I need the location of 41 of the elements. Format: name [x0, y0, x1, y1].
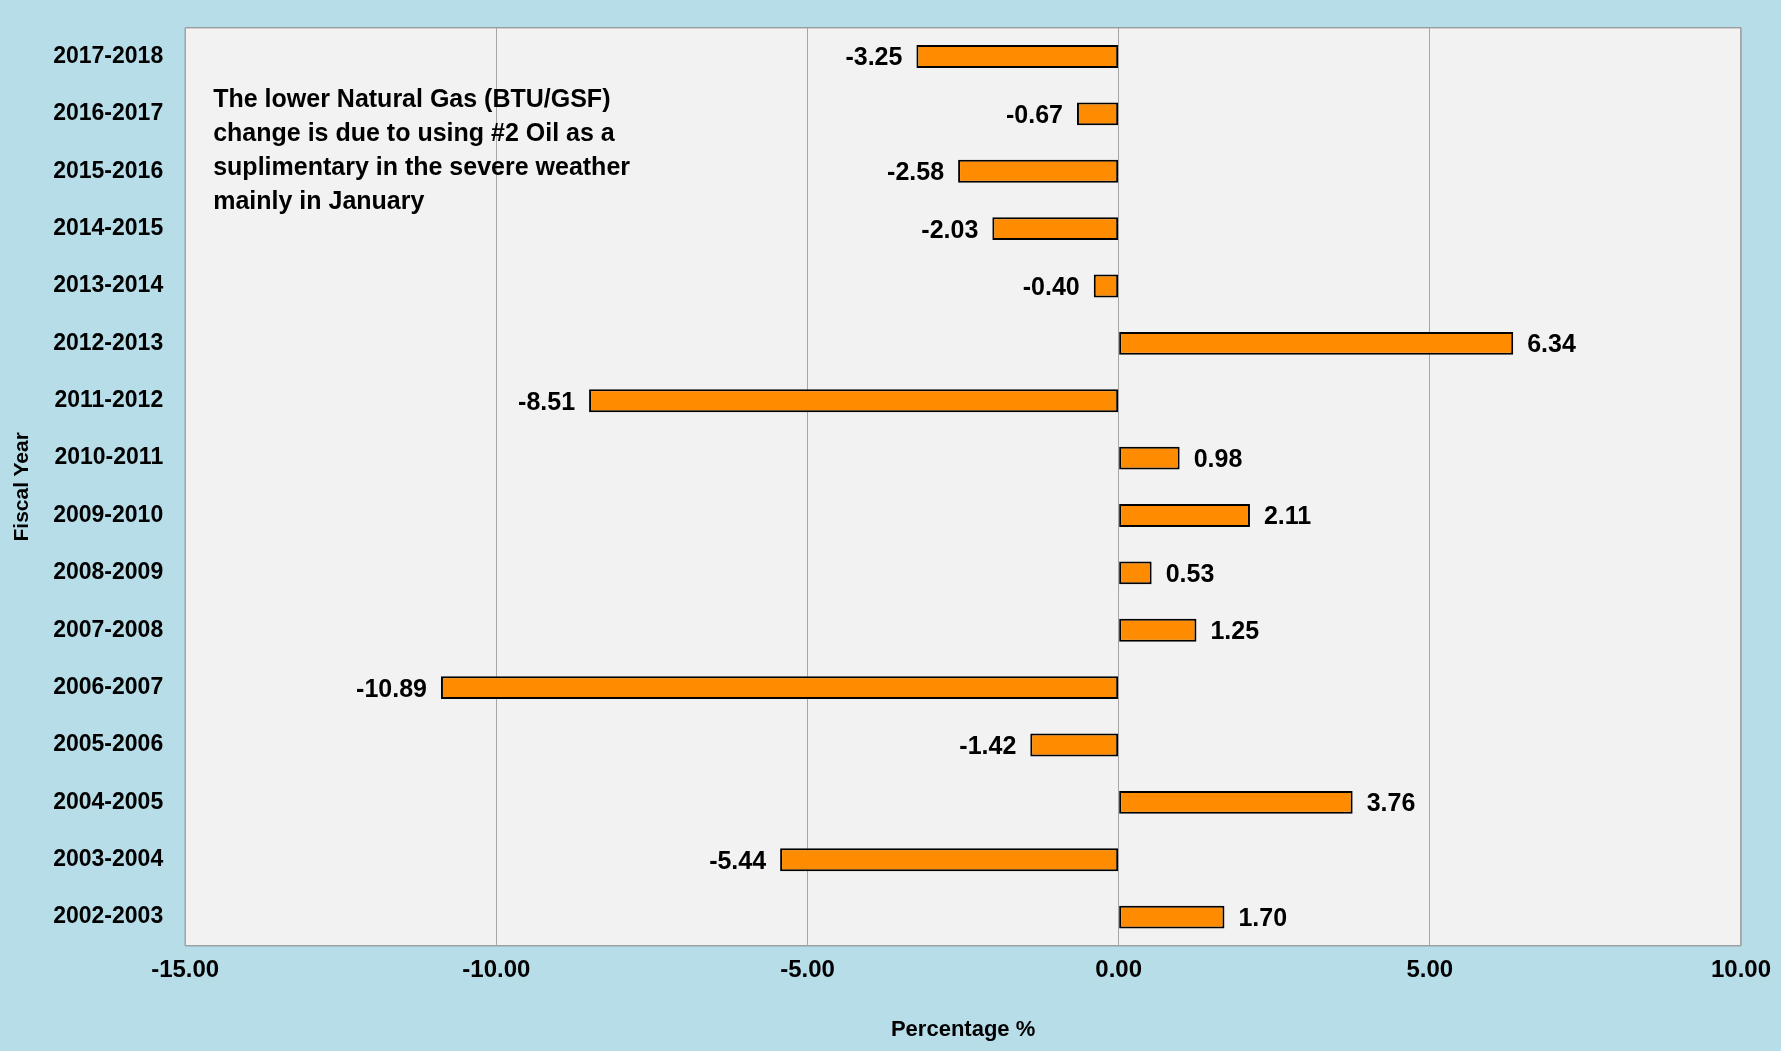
y-tick-label: 2011-2012 — [54, 386, 164, 413]
data-label: -0.67 — [1005, 99, 1063, 128]
data-label: -8.51 — [518, 386, 576, 415]
y-tick-label: 2008-2009 — [53, 558, 164, 585]
x-tick-label: -15.00 — [151, 954, 220, 982]
y-tick-label: 2012-2013 — [53, 328, 164, 355]
y-tick-label: 2009-2010 — [53, 500, 164, 527]
data-label: -10.89 — [356, 673, 427, 702]
y-tick-label: 2006-2007 — [53, 672, 164, 699]
data-label: -2.58 — [887, 157, 945, 186]
y-tick-label: 2017-2018 — [53, 41, 164, 68]
annotation: The lower Natural Gas (BTU/GSF) change is due to using #2 Oil as a suplimentary in the severe weather mainly in January — [213, 84, 631, 215]
data-label: 0.53 — [1165, 558, 1215, 587]
data-label: -1.42 — [959, 730, 1017, 759]
y-tick-label: 2013-2014 — [53, 271, 164, 298]
x-axis-title: Percentage % — [890, 1015, 1036, 1041]
y-tick-label: 2002-2003 — [53, 902, 164, 929]
y-tick-label: 2014-2015 — [53, 213, 164, 240]
y-tick-label: 2016-2017 — [53, 99, 164, 126]
data-label: 2.11 — [1263, 501, 1312, 530]
x-tick-label: 0.00 — [1095, 954, 1143, 982]
data-label: 3.76 — [1366, 788, 1416, 817]
data-label: -0.40 — [1022, 271, 1080, 300]
x-tick-label: 10.00 — [1710, 954, 1771, 982]
y-tick-label: 2007-2008 — [53, 615, 164, 642]
data-label: -2.03 — [921, 214, 979, 243]
data-label: 1.70 — [1238, 903, 1288, 931]
y-tick-label: 2015-2016 — [53, 156, 164, 183]
data-label: 0.98 — [1193, 444, 1243, 472]
x-tick-label: 5.00 — [1406, 954, 1454, 982]
y-tick-label: 2004-2005 — [53, 787, 164, 814]
data-label: -3.25 — [845, 42, 903, 71]
data-label: -5.44 — [709, 845, 767, 874]
y-tick-label: 2005-2006 — [53, 730, 164, 757]
x-tick-label: -10.00 — [462, 954, 531, 982]
data-label: 6.34 — [1527, 329, 1576, 358]
y-axis-title: Fiscal Year — [9, 432, 33, 542]
y-tick-label: 2003-2004 — [53, 845, 164, 872]
data-label: 1.25 — [1210, 616, 1260, 645]
y-tick-label: 2010-2011 — [54, 443, 164, 470]
x-tick-label: -5.00 — [780, 954, 835, 982]
